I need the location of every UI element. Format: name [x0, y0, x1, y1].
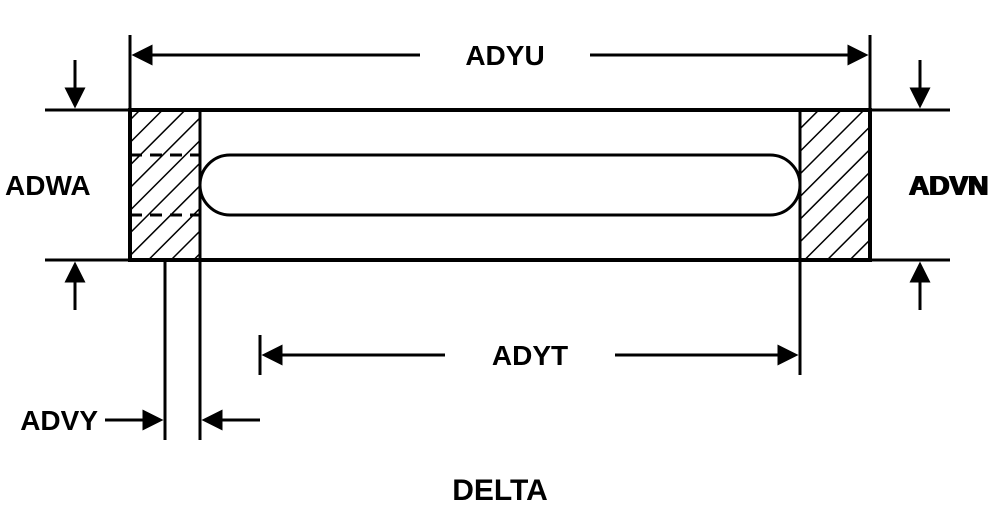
hatch-left: [130, 110, 200, 260]
diagram-title: DELTA: [452, 474, 548, 507]
label-adyt: ADYT: [492, 340, 568, 371]
dim-advy: ADVY: [20, 262, 260, 440]
dim-adwa: ADWA: [5, 60, 128, 310]
label-adwa: ADWA: [5, 170, 91, 201]
technical-diagram: ADYU ADVN ADVN ADWA ADYT ADVY ADVN: [0, 0, 1000, 521]
dim-adyu: ADYU: [130, 35, 870, 108]
hatch-right: [800, 110, 870, 260]
label-advn-real: ADVN: [908, 170, 987, 201]
label-advy: ADVY: [20, 405, 98, 436]
inner-groove: [200, 155, 800, 215]
label-adyu: ADYU: [465, 40, 544, 71]
